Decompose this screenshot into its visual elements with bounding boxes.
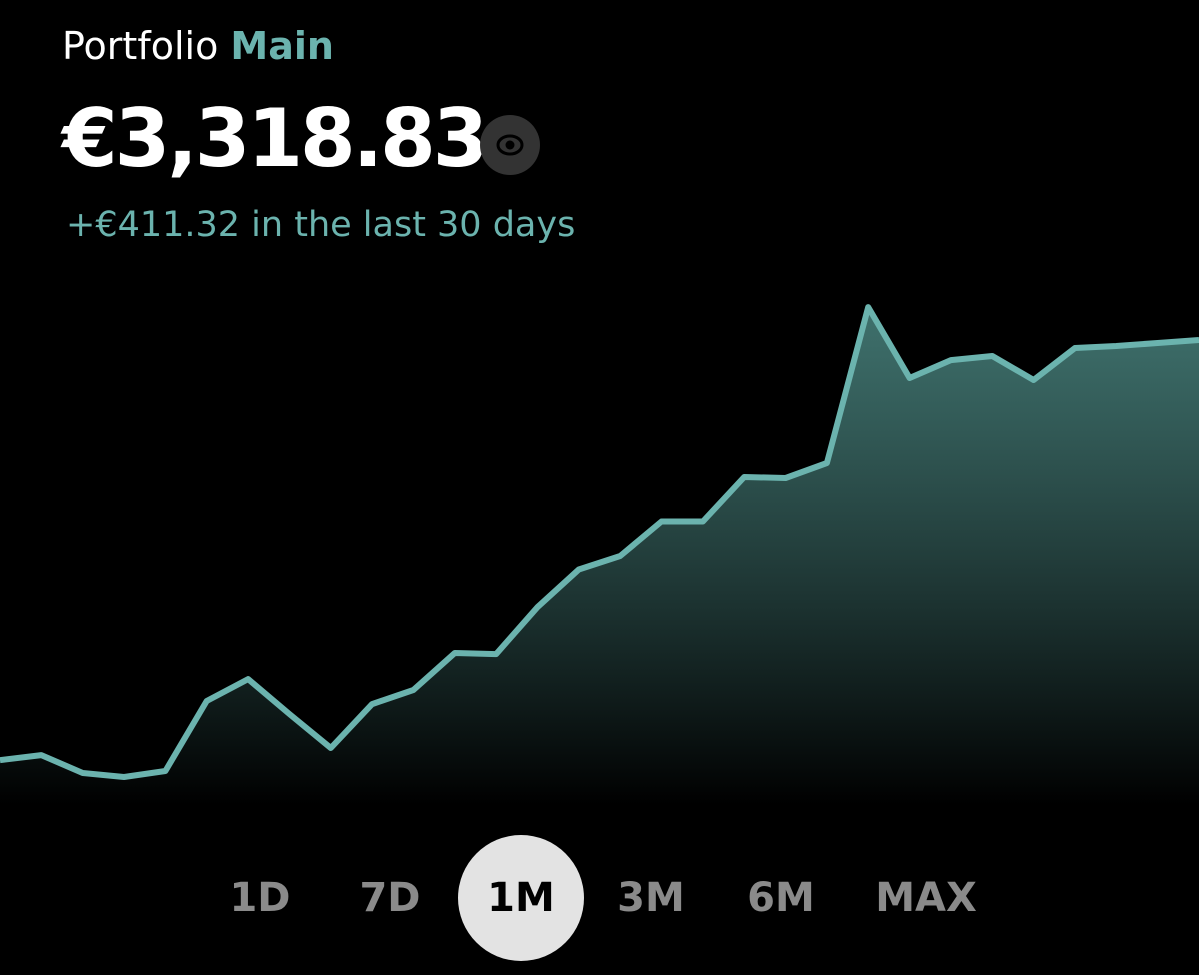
visibility-toggle[interactable] — [480, 115, 540, 175]
title: Portfolio Main — [62, 24, 334, 68]
range-button[interactable]: MAX — [875, 875, 977, 921]
portfolio-name[interactable]: Main — [230, 24, 334, 68]
change: +€411.32 in the last 30 days — [66, 205, 576, 245]
eye-icon — [496, 134, 524, 156]
title-text: Portfolio — [62, 24, 219, 68]
range-button[interactable]: 1M — [458, 835, 584, 961]
area — [0, 307, 1199, 805]
balance: €3,318.83 — [62, 92, 488, 185]
range-button[interactable]: 6M — [747, 875, 815, 921]
range-button[interactable]: 7D — [359, 875, 421, 921]
range-button[interactable]: 3M — [617, 875, 685, 921]
line — [0, 304, 1199, 780]
range-button[interactable]: 1D — [229, 875, 291, 921]
